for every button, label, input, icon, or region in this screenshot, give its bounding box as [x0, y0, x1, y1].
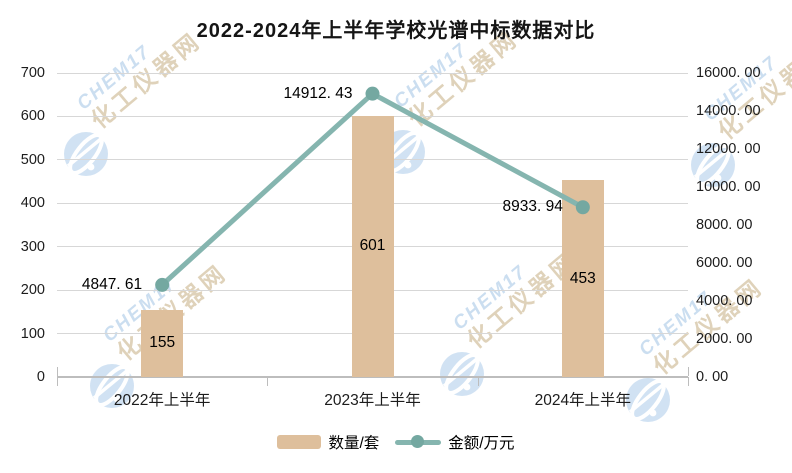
y-axis-label-left: 0	[36, 369, 45, 385]
axis-tick	[688, 377, 689, 386]
y-axis-label-right: 10000. 00	[696, 179, 761, 195]
y-axis-label-left: 300	[20, 238, 45, 255]
y-axis-label-left: 400	[20, 195, 45, 212]
y-axis-label-right: 16000. 00	[696, 65, 761, 81]
bar-value-label: 601	[359, 237, 386, 255]
legend: 数量/套 金额/万元	[0, 430, 792, 454]
y-axis-label-right: 14000. 00	[696, 103, 761, 119]
bar-value-label: 453	[569, 269, 596, 287]
x-axis-label: 2022年上半年	[113, 392, 211, 409]
line-marker	[575, 200, 590, 215]
trend-line	[159, 91, 586, 288]
bar	[141, 309, 184, 377]
x-axis-line	[57, 376, 688, 378]
x-axis-label: 2023年上半年	[324, 392, 421, 409]
y-axis-label-right: 6000. 00	[696, 255, 753, 271]
y-axis-label-left: 600	[20, 108, 45, 125]
axis-tick	[688, 367, 689, 376]
axis-tick	[477, 377, 479, 386]
axis-tick	[267, 377, 269, 386]
legend-item-quantity[interactable]: 数量/套	[277, 431, 379, 453]
bar-series-swatch	[277, 435, 322, 449]
line-marker	[155, 277, 170, 292]
chart-title: 2022-2024年上半年学校光谱中标数据对比	[196, 20, 596, 42]
y-axis-label-left: 200	[20, 282, 45, 299]
y-axis-label-left: 500	[20, 151, 45, 168]
legend-label-amount: 金额/万元	[448, 435, 515, 452]
amount-value-label: 8933. 94	[502, 198, 563, 216]
line-marker	[365, 86, 380, 101]
gridline	[57, 72, 688, 74]
line-swatch-marker-icon	[411, 435, 425, 448]
y-axis-label-right: 4000. 00	[696, 293, 753, 309]
amount-value-label: 4847. 61	[81, 275, 143, 293]
y-axis-label-right: 12000. 00	[696, 141, 761, 157]
trend-line-layer	[155, 86, 590, 292]
line-series-swatch	[395, 435, 442, 449]
y-axis-label-left: 700	[20, 65, 45, 81]
bar-value-label: 155	[149, 334, 176, 352]
y-axis-label-left: 100	[20, 325, 45, 342]
amount-value-label: 14912. 43	[283, 84, 353, 102]
x-axis-label: 2024年上半年	[534, 392, 632, 409]
bar	[351, 115, 394, 377]
y-axis-label-right: 2000. 00	[696, 331, 753, 347]
y-axis-label-right: 8000. 00	[696, 217, 753, 233]
axis-tick	[57, 377, 58, 386]
y-axis-label-right: 0. 00	[696, 369, 729, 385]
axis-tick	[57, 367, 58, 376]
legend-label-quantity: 数量/套	[328, 435, 380, 452]
legend-item-amount[interactable]: 金额/万元	[395, 431, 515, 453]
